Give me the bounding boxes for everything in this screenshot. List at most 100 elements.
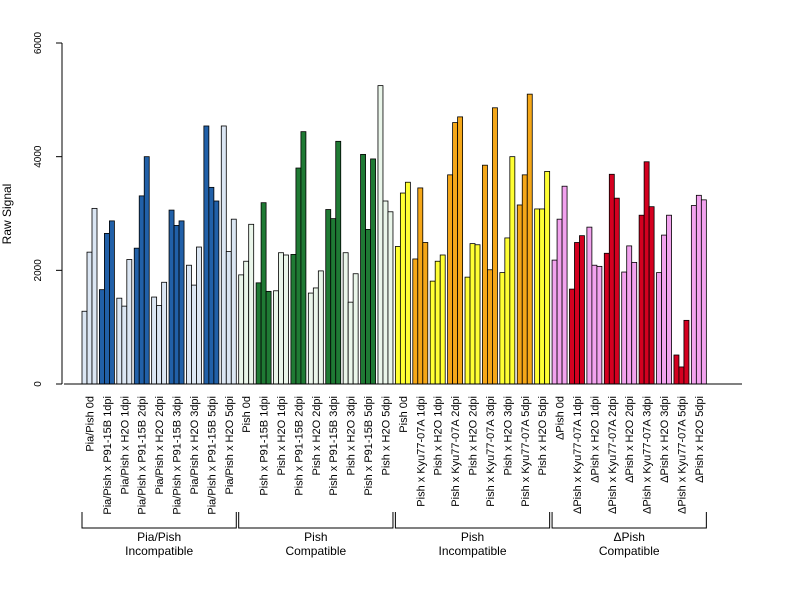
bar xyxy=(661,234,667,385)
bar xyxy=(434,260,441,385)
x-tick-label: Pish x Kyu77-07A 5dpi xyxy=(520,396,532,507)
bar xyxy=(613,197,620,385)
bar xyxy=(273,290,279,385)
bar xyxy=(574,242,580,385)
x-tick-label: ΔPish x H2O 2dpi xyxy=(624,396,636,483)
x-tick-label: Pia/Pish x H2O 1dpi xyxy=(119,396,131,494)
bar xyxy=(161,281,168,385)
bar xyxy=(116,297,123,385)
bar xyxy=(452,122,459,385)
bar xyxy=(81,310,88,385)
x-tick-label: Pish x P91-15B 2dpi xyxy=(293,396,305,496)
bar xyxy=(260,202,267,385)
bar xyxy=(643,161,650,385)
bar xyxy=(404,181,411,385)
x-tick-label: ΔPish 0d xyxy=(555,396,567,440)
group-label: ΔPish xyxy=(614,530,645,544)
x-tick-label: ΔPish x H2O 5dpi xyxy=(694,396,706,483)
bar xyxy=(457,116,464,385)
bar xyxy=(521,174,528,385)
bar xyxy=(683,319,690,385)
x-tick-label: Pish x Kyu77-07A 1dpi xyxy=(415,396,427,507)
bar xyxy=(220,125,227,385)
bar xyxy=(499,272,506,385)
group-bracket xyxy=(81,512,237,529)
x-tick-label: ΔPish x H2O 1dpi xyxy=(589,396,601,483)
bar xyxy=(300,131,307,385)
bar xyxy=(213,200,220,385)
bar xyxy=(626,245,633,385)
bar xyxy=(248,223,255,385)
x-tick-label: Pia/Pish x P91-15B 3dpi xyxy=(172,396,184,515)
bar xyxy=(394,246,401,385)
bar xyxy=(656,272,662,385)
x-tick-label: Pish x H2O 1dpi xyxy=(276,396,288,475)
x-tick-label: Pish x H2O 3dpi xyxy=(346,396,358,475)
group-bracket xyxy=(551,512,707,529)
y-tick-label: 2000 xyxy=(33,259,44,282)
bar xyxy=(283,254,289,385)
bar xyxy=(417,187,424,385)
bar xyxy=(238,274,245,385)
bar xyxy=(569,288,575,385)
group-sublabel: Incompatible xyxy=(125,544,193,558)
x-tick-label: Pish x P91-15B 5dpi xyxy=(363,396,375,496)
bar xyxy=(678,366,685,385)
group-brackets: Pia/PishIncompatiblePishCompatiblePishIn… xyxy=(81,512,707,558)
bar xyxy=(255,282,262,385)
bar xyxy=(482,164,488,385)
x-tick-label: ΔPish x Kyu77-07A 1dpi xyxy=(572,396,584,514)
bar xyxy=(143,156,150,385)
y-axis-label: Raw Signal xyxy=(0,184,14,245)
bar xyxy=(492,107,498,385)
bar xyxy=(330,218,337,385)
bar xyxy=(133,247,140,385)
x-tick-label: Pish x Kyu77-07A 2dpi xyxy=(450,396,462,507)
bar xyxy=(203,125,210,385)
bar xyxy=(151,296,158,385)
x-tick-label: Pish x P91-15B 1dpi xyxy=(259,396,271,496)
y-tick-label: 4000 xyxy=(33,145,44,168)
bar xyxy=(365,229,371,385)
x-tick-label: Pish 0d xyxy=(398,396,410,433)
x-tick-label: Pish 0d xyxy=(241,396,253,433)
bar xyxy=(487,269,493,385)
bar xyxy=(556,218,563,385)
bar xyxy=(295,167,302,385)
bar xyxy=(695,194,702,385)
bar xyxy=(312,287,319,385)
bar xyxy=(317,270,324,385)
y-axis: 0 2000 4000 6000 xyxy=(33,31,742,387)
x-tick-label: Pia/Pish x H2O 2dpi xyxy=(154,396,166,494)
bar xyxy=(342,252,349,385)
bar xyxy=(307,292,314,385)
bar xyxy=(504,237,511,385)
bar xyxy=(325,209,332,385)
x-tick-label: Pish x H2O 1dpi xyxy=(433,396,445,475)
bar xyxy=(596,265,603,385)
bar xyxy=(447,174,454,385)
x-tick-label: Pish x P91-15B 3dpi xyxy=(328,396,340,496)
bar xyxy=(591,264,598,385)
bar xyxy=(608,173,615,385)
bars-layer xyxy=(81,85,707,385)
bar xyxy=(86,251,93,385)
bar xyxy=(104,232,110,385)
x-tick-label: Pish x H2O 5dpi xyxy=(537,396,549,475)
bar xyxy=(173,225,180,385)
bar xyxy=(225,251,232,385)
bar xyxy=(700,199,707,385)
bar xyxy=(121,305,128,385)
x-tick-label: Pia/Pish x P91-15B 1dpi xyxy=(102,396,114,515)
bar xyxy=(290,254,297,385)
bar xyxy=(648,206,655,385)
bar xyxy=(509,156,516,385)
bar xyxy=(586,226,593,385)
bar xyxy=(347,301,354,385)
bar xyxy=(429,280,436,385)
group-label: Pish xyxy=(304,530,327,544)
x-tick-label: Pish x H2O 2dpi xyxy=(468,396,480,475)
x-tick-label: Pish x H2O 3dpi xyxy=(502,396,514,475)
y-tick-label: 0 xyxy=(33,381,44,387)
bar xyxy=(551,259,558,385)
